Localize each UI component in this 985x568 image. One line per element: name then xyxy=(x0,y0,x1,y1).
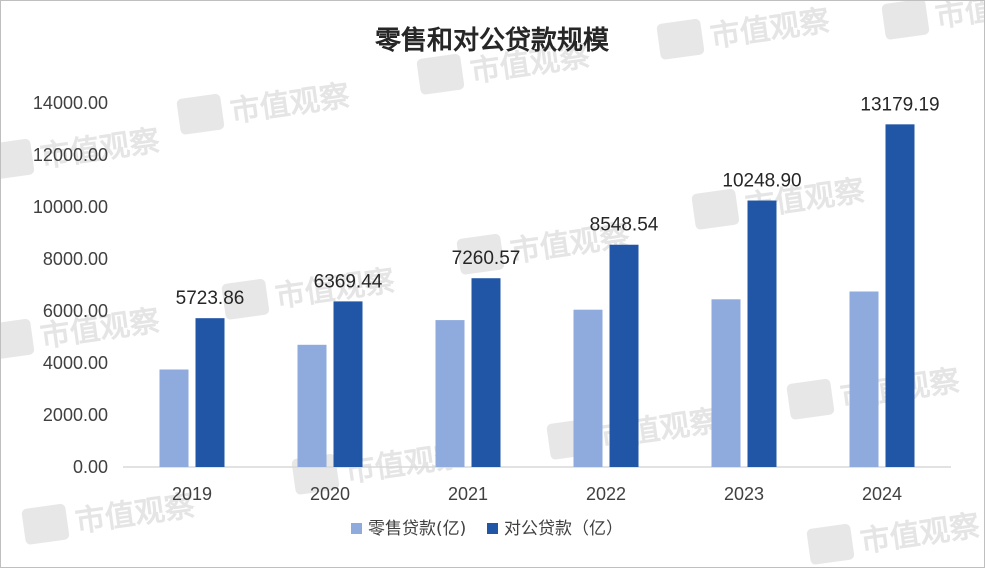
watermark: 市值观察 xyxy=(656,3,833,60)
bars: 5723.86 6369.44 7260.57 8548.54 10248.90 1317… xyxy=(159,94,940,467)
watermark-logo-icon xyxy=(1,318,35,360)
watermark-logo-icon xyxy=(881,1,930,40)
watermark-text: 市值观察 xyxy=(858,508,983,559)
watermark-logo-icon xyxy=(1,138,35,180)
bar-corporate xyxy=(885,124,915,467)
x-tick-label: 2020 xyxy=(310,484,350,504)
x-axis-ticks: 2019 2020 2021 2022 2023 2024 xyxy=(172,484,902,504)
watermark-logo-icon xyxy=(656,18,705,60)
y-tick-label: 2000.00 xyxy=(43,405,108,425)
data-label-corporate: 8548.54 xyxy=(590,215,659,236)
legend-label-retail: 零售贷款(亿) xyxy=(368,519,466,539)
bar-retail xyxy=(711,299,741,467)
watermark-text: 市值观察 xyxy=(228,78,353,129)
bar-corporate xyxy=(333,301,363,467)
bar-corporate xyxy=(747,200,777,467)
x-tick-label: 2021 xyxy=(448,484,488,504)
data-label-corporate: 13179.19 xyxy=(860,94,939,115)
legend: 零售贷款(亿) 对公贷款（亿） xyxy=(351,519,623,539)
watermark-logo-icon xyxy=(806,523,855,565)
bar-corporate xyxy=(195,318,225,467)
bar-retail xyxy=(849,291,879,467)
x-tick-label: 2023 xyxy=(724,484,764,504)
watermark-logo-icon xyxy=(176,93,225,135)
data-label-corporate: 7260.57 xyxy=(452,248,521,269)
bar-retail xyxy=(435,320,465,467)
y-tick-label: 10000.00 xyxy=(33,197,108,217)
watermark-logo-icon xyxy=(21,503,70,545)
y-tick-label: 6000.00 xyxy=(43,301,108,321)
watermark-logo-icon xyxy=(456,233,505,275)
watermark-text: 市值观察 xyxy=(708,3,833,54)
watermark-logo-icon xyxy=(416,53,465,95)
chart-title: 零售和对公贷款规模 xyxy=(375,25,610,56)
data-label-corporate: 5723.86 xyxy=(176,288,245,309)
bar-corporate xyxy=(471,278,501,467)
x-tick-label: 2022 xyxy=(586,484,626,504)
legend-swatch-corporate xyxy=(487,523,498,534)
watermark-logo-icon xyxy=(221,278,270,320)
legend-swatch-retail xyxy=(351,523,362,534)
watermark: 市值观察 xyxy=(806,508,983,565)
x-tick-label: 2024 xyxy=(862,484,902,504)
watermark-logo-icon xyxy=(786,378,835,420)
watermark: 市值观察 xyxy=(881,1,984,40)
y-axis-ticks: 0.00 2000.00 4000.00 6000.00 8000.00 10000.00… xyxy=(33,93,108,477)
y-tick-label: 14000.00 xyxy=(33,93,108,113)
bar-retail xyxy=(159,369,189,467)
watermark-logo-icon xyxy=(691,188,740,230)
legend-label-corporate: 对公贷款（亿） xyxy=(504,519,623,539)
y-tick-label: 8000.00 xyxy=(43,249,108,269)
y-tick-label: 0.00 xyxy=(73,457,108,477)
data-label-corporate: 10248.90 xyxy=(722,171,801,192)
bar-retail xyxy=(573,309,603,467)
bar-retail xyxy=(297,344,327,467)
y-tick-label: 12000.00 xyxy=(33,145,108,165)
bar-corporate xyxy=(609,244,639,467)
data-label-corporate: 6369.44 xyxy=(314,271,383,292)
watermark-text: 市值观察 xyxy=(933,1,984,35)
watermark: 市值观察 xyxy=(176,78,353,135)
y-tick-label: 4000.00 xyxy=(43,353,108,373)
x-tick-label: 2019 xyxy=(172,484,212,504)
